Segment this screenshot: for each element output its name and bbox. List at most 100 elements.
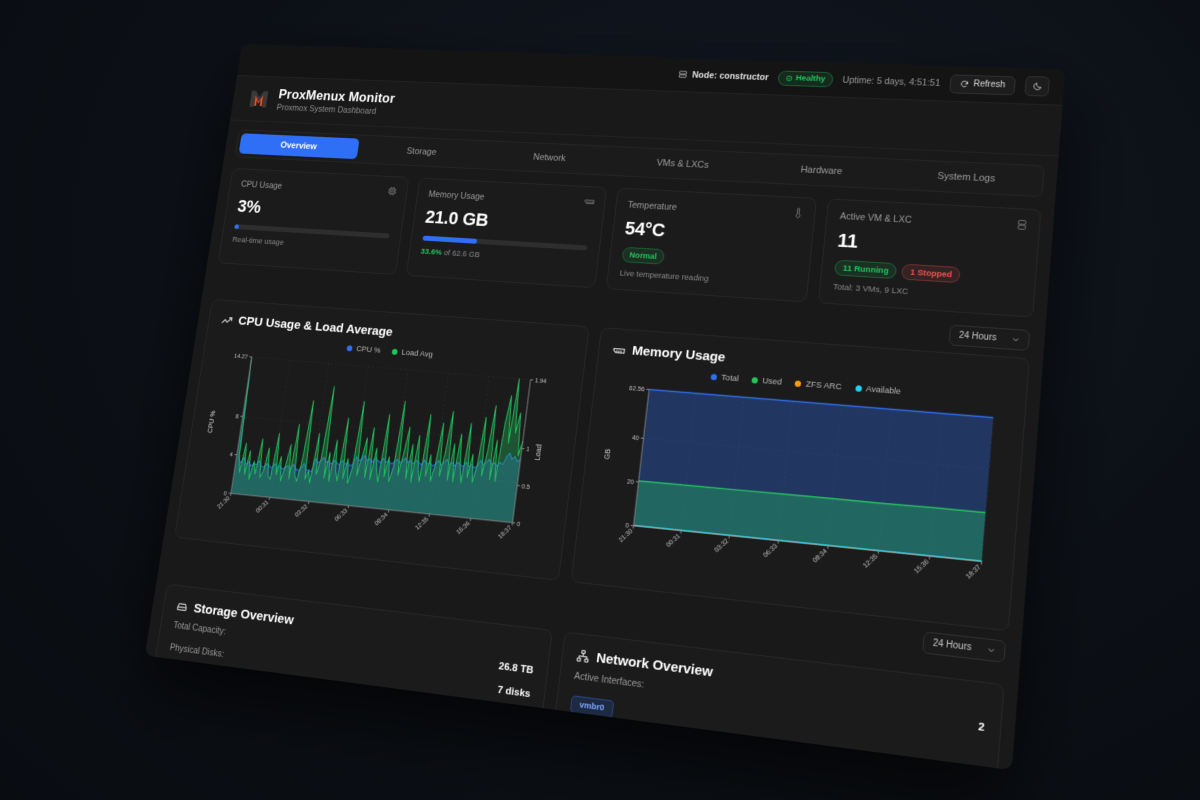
svg-text:06:33: 06:33 [333, 507, 349, 523]
legend-label-total: Total [720, 372, 740, 384]
active-vm-lxc-card: Active VM & LXC 11 11 Running 1 Stopped … [818, 198, 1042, 318]
tab-system-logs[interactable]: System Logs [936, 171, 996, 185]
temperature-card-footnote: Live temperature reading [619, 268, 710, 284]
node-indicator: Node: constructor [678, 69, 770, 83]
health-badge-label: Healthy [795, 73, 826, 84]
time-range-select[interactable]: 24 Hours [948, 324, 1031, 351]
storage-capacity-value: 26.8 TB [498, 660, 534, 677]
memory-progress-fill [422, 235, 478, 244]
memory-stick-icon [612, 343, 626, 357]
memory-chart-svg: 0 20 40 62.56 GB 21:30 00:31 03:32 06:33 09:34 12:… [605, 385, 1010, 581]
svg-text:18:37: 18:37 [965, 563, 984, 581]
uptime-label: Uptime: 5 days, 4:51:51 [842, 74, 941, 89]
legend-item-available[interactable]: Available [854, 383, 902, 397]
svg-text:1.94: 1.94 [534, 377, 547, 385]
network-interface-badge[interactable]: vmbr0 [569, 694, 614, 718]
svg-text:CPU %: CPU % [208, 411, 218, 434]
network-interfaces-value: 2 [977, 721, 986, 734]
svg-text:12:35: 12:35 [414, 515, 430, 532]
refresh-icon [960, 79, 970, 88]
health-status-badge: Healthy [777, 70, 834, 87]
tab-network[interactable]: Network [532, 152, 567, 164]
hard-drive-icon [175, 600, 188, 614]
legend-item-zfs-arc[interactable]: ZFS ARC [794, 379, 843, 393]
legend-label-zfs-arc: ZFS ARC [805, 379, 843, 393]
svg-text:06:33: 06:33 [762, 542, 780, 559]
legend-item-cpu[interactable]: CPU % [346, 344, 382, 356]
storage-disks-key: Physical Disks: [169, 642, 225, 660]
refresh-button[interactable]: Refresh [949, 73, 1016, 95]
svg-text:00:31: 00:31 [665, 532, 682, 549]
cpu-chart-plot[interactable]: 0 4 8 14.27 CPU % 0 0.5 1 1.94 Load 21:30 00:31 03:3… [189, 346, 570, 566]
svg-text:09:34: 09:34 [811, 547, 829, 565]
memory-chart-title: Memory Usage [631, 343, 726, 366]
temperature-card-value: 54°C [623, 217, 667, 241]
chevron-down-icon [1011, 335, 1020, 344]
memory-percent: 33.6% [420, 246, 443, 258]
chevron-down-icon [987, 645, 996, 655]
svg-text:15:36: 15:36 [913, 557, 931, 575]
svg-text:20: 20 [627, 478, 635, 486]
legend-label-available: Available [865, 384, 902, 397]
storage-capacity-key: Total Capacity: [172, 619, 227, 637]
legend-dot-used [751, 377, 759, 384]
network-icon [576, 649, 590, 664]
tab-storage[interactable]: Storage [405, 146, 437, 158]
time-range-select-2[interactable]: 24 Hours [922, 631, 1007, 663]
vm-card-label: Active VM & LXC [839, 211, 913, 226]
theme-toggle-button[interactable] [1024, 75, 1050, 97]
legend-item-total[interactable]: Total [710, 372, 739, 384]
svg-text:21:30: 21:30 [618, 527, 635, 544]
legend-dot-available [854, 385, 862, 392]
temperature-badge-row: Normal [621, 246, 798, 273]
cpu-usage-card: CPU Usage 3% Real-time usage [217, 168, 410, 275]
time-range-value-2: 24 Hours [932, 637, 972, 653]
cpu-card-footnote: Real-time usage [231, 235, 285, 248]
memory-card-label: Memory Usage [427, 189, 486, 203]
chart-grid: CPU Usage & Load Average CPU % Load Avg … [164, 298, 1043, 632]
tab-hardware[interactable]: Hardware [800, 164, 843, 177]
legend-item-used[interactable]: Used [751, 375, 782, 387]
vm-badge-row: 11 Running 1 Stopped [834, 259, 1022, 287]
svg-text:0: 0 [223, 490, 228, 497]
svg-text:Load: Load [535, 444, 544, 461]
memory-chart-panel: Memory Usage Total Used ZFS ARC [570, 327, 1030, 632]
vm-stopped-badge: 1 Stopped [901, 263, 961, 284]
vm-card-value: 11 [836, 229, 859, 253]
svg-text:8: 8 [235, 413, 240, 420]
memory-total: of 62.6 GB [441, 248, 481, 260]
cpu-chart-panel: CPU Usage & Load Average CPU % Load Avg … [174, 298, 590, 581]
svg-text:00:31: 00:31 [255, 499, 271, 515]
proxmenux-m-logo [249, 90, 269, 108]
tab-overview[interactable]: Overview [238, 133, 360, 160]
svg-text:0: 0 [516, 520, 521, 528]
legend-dot-load [391, 348, 399, 356]
legend-label-load: Load Avg [400, 347, 434, 360]
network-interfaces-key: Active Interfaces: [573, 670, 645, 691]
vm-card-footnote: Total: 3 VMs, 9 LXC [832, 282, 909, 297]
dashboard-window: Node: constructor Healthy Uptime: 5 days… [144, 43, 1066, 771]
svg-text:14.27: 14.27 [234, 353, 249, 361]
vm-running-badge: 11 Running [834, 259, 898, 280]
stat-card-grid: CPU Usage 3% Real-time usage Memory Usag… [206, 157, 1056, 332]
cpu-chip-icon [386, 186, 398, 201]
temperature-card-label: Temperature [627, 199, 678, 213]
legend-dot-zfs-arc [794, 380, 802, 388]
server-icon [678, 70, 688, 79]
node-label: Node: constructor [691, 69, 770, 83]
legend-label-cpu: CPU % [355, 344, 382, 356]
svg-text:GB: GB [605, 448, 613, 460]
memory-stick-icon [583, 196, 595, 211]
svg-text:09:34: 09:34 [374, 511, 390, 527]
cpu-card-value: 3% [236, 195, 263, 217]
svg-text:15:36: 15:36 [455, 520, 471, 537]
legend-item-load[interactable]: Load Avg [391, 347, 434, 360]
trending-up-icon [220, 314, 233, 327]
memory-chart-plot[interactable]: 0 20 40 62.56 GB 21:30 00:31 03:32 06:33 09:34 12:… [588, 377, 1010, 605]
svg-text:12:35: 12:35 [862, 552, 880, 570]
memory-card-footnote: 33.6% of 62.6 GB [420, 247, 586, 266]
check-circle-icon [785, 75, 793, 82]
tab-vms-lxcs[interactable]: VMs & LXCs [656, 158, 710, 171]
